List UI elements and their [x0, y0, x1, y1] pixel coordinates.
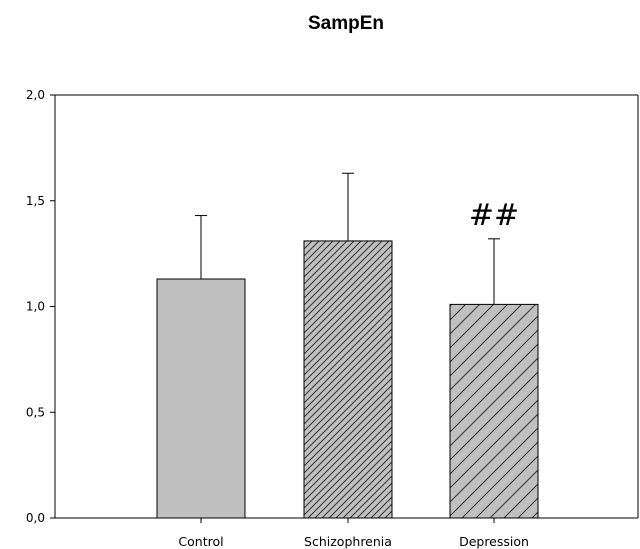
x-tick-label: Control	[178, 534, 223, 549]
bar-depression	[449, 303, 539, 519]
y-tick-label: 0,0	[26, 511, 45, 525]
bar-schizophrenia	[303, 240, 393, 519]
y-tick-label: 1,5	[26, 194, 45, 208]
x-tick-label: Depression	[459, 534, 529, 549]
bar-control	[156, 278, 246, 519]
x-tick-label: Schizophrenia	[304, 534, 392, 549]
y-axis-ticks: 0,0 0,5 1,0 1,5 2,0	[26, 88, 55, 525]
bars	[156, 172, 539, 523]
x-axis-tick-labels: Control Schizophrenia Depression	[178, 534, 529, 549]
chart-title: SampEn	[308, 13, 384, 34]
significance-annotation: ##	[469, 198, 519, 233]
y-tick-label: 1,0	[26, 300, 45, 314]
y-tick-label: 2,0	[26, 88, 45, 102]
annotations: ##	[469, 198, 519, 233]
y-tick-label: 0,5	[26, 405, 45, 419]
